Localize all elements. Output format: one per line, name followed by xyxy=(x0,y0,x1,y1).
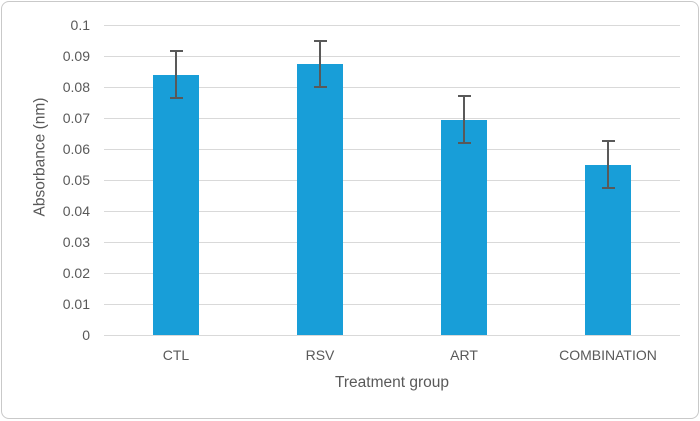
error-bar-cap xyxy=(169,96,183,99)
error-bar-cap xyxy=(313,39,327,42)
gridline xyxy=(104,148,680,150)
gridline xyxy=(104,272,680,274)
gridline xyxy=(104,86,680,88)
y-tick-label: 0.07 xyxy=(62,110,90,126)
gridline xyxy=(104,241,680,243)
gridline xyxy=(104,24,680,26)
y-tick-label: 0.01 xyxy=(62,296,90,312)
error-bar-cap xyxy=(169,50,183,53)
error-bar-cap xyxy=(457,95,471,98)
error-bar-cap xyxy=(457,141,471,144)
bar xyxy=(585,164,631,335)
gridline xyxy=(104,334,680,336)
gridline xyxy=(104,179,680,181)
y-tick-label: 0.1 xyxy=(70,17,90,33)
y-tick-label: 0.08 xyxy=(62,79,90,95)
gridline xyxy=(104,303,680,305)
x-axis-title: Treatment group xyxy=(334,374,449,391)
error-bar-cap xyxy=(313,86,327,88)
error-bar-cap xyxy=(601,140,615,143)
y-tick-label: 0 xyxy=(82,327,90,343)
bar xyxy=(441,119,487,335)
x-tick-label: CTL xyxy=(162,347,190,363)
x-tick-label: RSV xyxy=(305,347,335,363)
y-tick-label: 0.02 xyxy=(62,265,90,281)
error-bar xyxy=(319,40,321,87)
error-bar-cap xyxy=(601,186,615,189)
y-tick-label: 0.03 xyxy=(62,234,90,250)
gridline xyxy=(104,117,680,119)
bar xyxy=(297,63,343,335)
x-tick-label: ART xyxy=(450,347,478,363)
y-tick-label: 0.06 xyxy=(62,141,90,157)
y-tick-label: 0.09 xyxy=(62,48,90,64)
x-tick-label: COMBINATION xyxy=(559,347,657,363)
gridline xyxy=(104,55,680,57)
gridline xyxy=(104,210,680,212)
error-bar xyxy=(463,96,465,143)
y-tick-label: 0.04 xyxy=(62,203,90,219)
y-tick-label: 0.05 xyxy=(62,172,90,188)
error-bar xyxy=(175,51,177,98)
bar xyxy=(153,74,199,335)
error-bar xyxy=(607,141,609,188)
